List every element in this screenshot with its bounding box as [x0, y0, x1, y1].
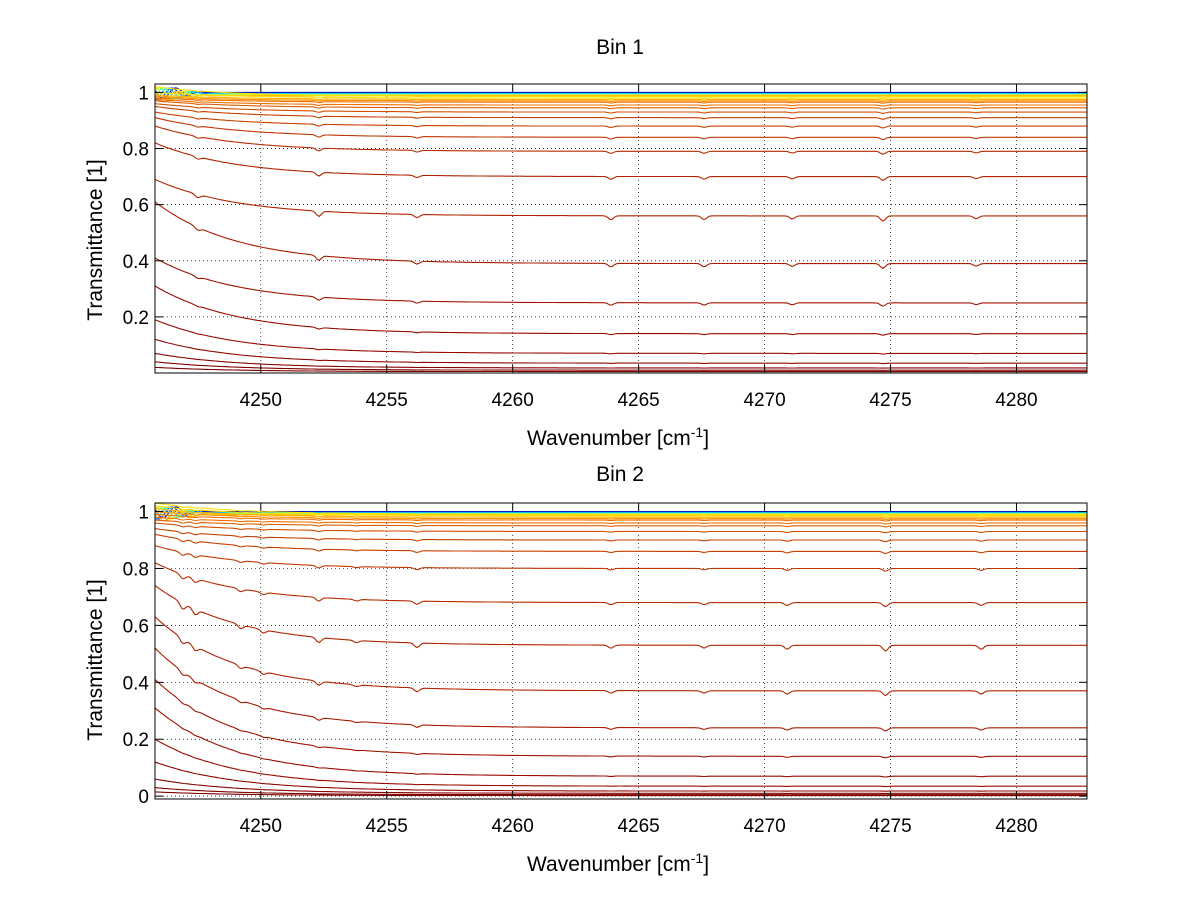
y-tick-label: 1 — [138, 503, 149, 524]
series-line — [155, 100, 1087, 110]
x-tick-label: 4265 — [617, 390, 659, 411]
series-line — [155, 87, 1087, 102]
series-line — [155, 647, 1087, 732]
y-tick-label: 0.8 — [123, 140, 149, 161]
y-tick-label: 0.6 — [123, 616, 149, 637]
series-line — [155, 366, 1087, 373]
series-line — [155, 91, 1087, 100]
y-tick-label: 0.6 — [123, 196, 149, 217]
x-tick-label: 4270 — [743, 816, 785, 837]
series-line — [155, 201, 1087, 270]
series-line — [155, 502, 1087, 516]
bin-1-x-axis-label: Wavenumber [cm-1] — [527, 424, 709, 450]
series-line — [155, 87, 1087, 100]
series-line — [155, 510, 1087, 521]
series-line — [155, 506, 1087, 520]
series-line — [155, 545, 1087, 572]
series-line — [155, 97, 1087, 104]
series-line — [155, 285, 1087, 336]
series-line — [155, 533, 1087, 555]
y-tick-label: 0.2 — [123, 730, 149, 751]
series-line — [155, 516, 1087, 525]
bin-1-ticks: 4250 4255 4260 4265 4270 4275 4280 0.2 0.4 0.6 0.8… — [123, 83, 1087, 411]
bin-1-panel: Bin 1 4250 4255 4260 4265 4270 4275 4280 0.2 0.4… — [84, 36, 1088, 450]
series-line — [155, 361, 1087, 371]
series-line — [155, 787, 1087, 796]
series-line — [155, 679, 1087, 759]
series-line — [155, 87, 1087, 100]
x-tick-label: 4255 — [366, 816, 408, 837]
x-tick-label: 4280 — [995, 390, 1037, 411]
series-line — [155, 509, 1087, 522]
series-line — [155, 791, 1087, 797]
x-tick-label: 4270 — [743, 390, 785, 411]
series-line — [155, 94, 1087, 101]
series-line — [155, 103, 1087, 114]
bin-2-axes-box — [154, 502, 1088, 800]
series-line — [155, 585, 1087, 652]
series-line — [155, 352, 1087, 369]
series-line — [155, 338, 1087, 365]
series-line — [155, 522, 1087, 534]
bin-1-y-axis-label: Transmittance [1] — [84, 159, 107, 320]
y-tick-label: 0.8 — [123, 559, 149, 580]
bin-1-axes-box — [154, 83, 1088, 374]
series-line — [155, 178, 1087, 222]
series-line — [155, 125, 1087, 155]
x-tick-label: 4265 — [617, 816, 659, 837]
series-line — [155, 761, 1087, 792]
series-line — [155, 513, 1087, 522]
series-line — [155, 142, 1087, 182]
series-line — [155, 738, 1087, 788]
bin-1-title: Bin 1 — [596, 36, 644, 59]
bin-2-y-axis-label: Transmittance [1] — [84, 579, 107, 740]
x-tick-label: 4255 — [366, 390, 408, 411]
y-tick-label: 0.2 — [123, 308, 149, 329]
series-line — [155, 528, 1087, 543]
x-tick-label: 4250 — [240, 816, 282, 837]
series-line — [155, 508, 1087, 519]
y-tick-label: 0 — [138, 787, 149, 808]
bin-1-series-group — [155, 86, 1087, 373]
series-line — [155, 519, 1087, 528]
x-tick-label: 4275 — [869, 816, 911, 837]
x-tick-label: 4260 — [492, 390, 534, 411]
series-line — [155, 616, 1087, 697]
x-tick-label: 4250 — [240, 390, 282, 411]
series-line — [155, 319, 1087, 355]
bin-2-panel: Bin 2 4250 4255 4260 4265 4270 4275 4280 0 0.2 0.… — [84, 463, 1088, 876]
series-line — [155, 98, 1087, 107]
series-line — [155, 111, 1087, 129]
series-line — [155, 707, 1087, 778]
bin-2-x-axis-label: Wavenumber [cm-1] — [527, 850, 709, 876]
series-line — [155, 778, 1087, 794]
x-tick-label: 4280 — [995, 816, 1037, 837]
series-line — [155, 257, 1087, 307]
x-tick-label: 4275 — [869, 390, 911, 411]
series-line — [155, 505, 1087, 518]
bin-2-title: Bin 2 — [596, 463, 644, 486]
y-tick-label: 0.4 — [123, 252, 150, 273]
series-line — [155, 105, 1087, 120]
y-tick-label: 1 — [138, 83, 149, 104]
series-line — [155, 86, 1087, 98]
series-line — [155, 96, 1087, 103]
y-tick-label: 0.4 — [123, 673, 150, 694]
x-tick-label: 4260 — [492, 816, 534, 837]
series-line — [155, 90, 1087, 103]
bin-2-ticks: 4250 4255 4260 4265 4270 4275 4280 0 0.2 0.4 0.6 0.… — [123, 503, 1087, 837]
bin-2-series-group — [155, 502, 1087, 797]
series-line — [155, 562, 1087, 608]
series-line — [155, 117, 1087, 141]
series-line — [155, 506, 1087, 519]
